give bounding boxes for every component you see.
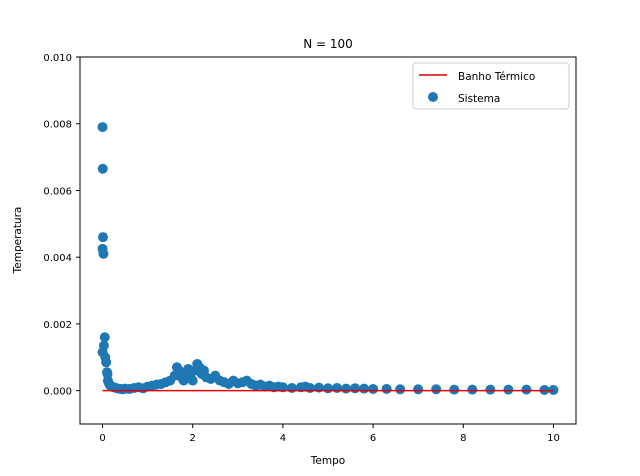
legend-label-sistema: Sistema [458,93,500,105]
scatter-point-sistema [341,383,352,394]
scatter-point-sistema [286,382,297,393]
scatter-point-sistema [97,163,108,174]
y-tick-label: 0.002 [43,320,72,331]
plot-area [79,56,577,425]
x-tick-label: 10 [547,433,560,444]
scatter-point-sistema [521,384,532,395]
y-tick-label: 0.010 [43,53,72,64]
scatter-point-sistema [449,384,460,395]
y-axis-ticks: 0.000 0.002 0.004 0.006 0.008 0.010 [43,53,80,398]
scatter-point-sistema [395,384,406,395]
scatter-point-sistema [99,332,110,343]
x-tick-label: 6 [370,433,376,444]
scatter-point-sistema [332,382,343,393]
scatter-point-sistema [101,357,112,368]
legend-label-banho-termico: Banho Térmico [458,71,535,83]
scatter-point-sistema [368,383,379,394]
chart-marks [97,122,559,395]
scatter-point-sistema [350,383,361,394]
scatter-point-sistema [431,384,442,395]
legend-scatter-swatch [428,92,438,102]
scatter-point-sistema [323,383,333,394]
y-tick-label: 0.004 [43,253,72,264]
scatter-point-sistema [485,384,496,395]
y-tick-label: 0.006 [43,186,72,197]
scatter-point-sistema [359,383,370,394]
scatter-point-sistema [503,384,514,395]
y-tick-label: 0.000 [43,387,72,398]
scatter-point-sistema [381,383,392,394]
legend-box [412,62,570,110]
scatter-point-sistema [97,232,108,243]
scatter-point-sistema [97,122,108,133]
x-tick-label: 0 [99,433,105,444]
chart-title: N = 100 [303,37,353,51]
x-axis-label: Tempo [310,455,345,467]
scatter-point-sistema [413,384,424,395]
x-tick-label: 8 [460,433,466,444]
y-tick-label: 0.008 [43,120,72,131]
x-tick-label: 4 [280,433,286,444]
y-axis-label: Temperatura [12,207,24,275]
scatter-point-sistema [467,384,478,395]
axes-frame [79,56,577,425]
scatter-point-sistema [277,382,288,393]
x-tick-label: 2 [190,433,196,444]
scatter-point-sistema [98,248,109,259]
scatter-point-sistema [304,382,315,393]
x-axis-ticks: 0 2 4 6 8 10 [99,424,560,444]
scatter-point-sistema [187,375,198,386]
legend: Banho Térmico Sistema [412,62,570,110]
